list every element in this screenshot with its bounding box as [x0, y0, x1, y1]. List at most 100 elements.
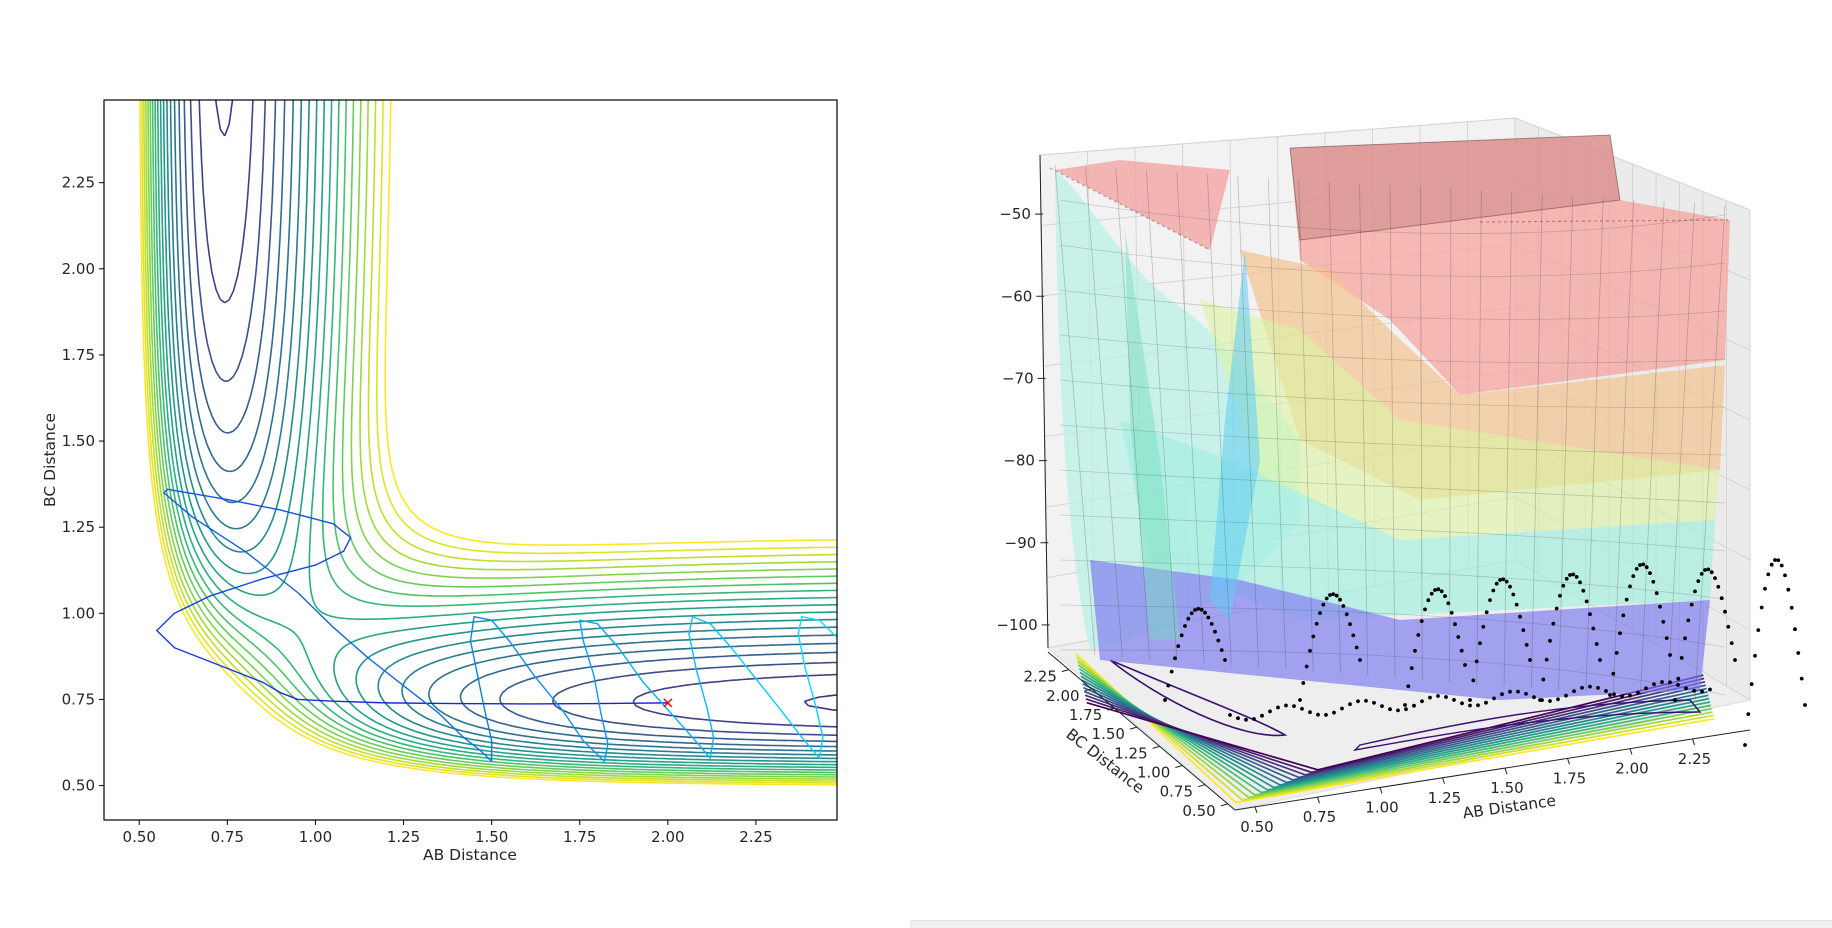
- trajectory-point: [1450, 611, 1454, 615]
- trajectory-point: [1776, 558, 1780, 562]
- trajectory-point: [1300, 707, 1304, 711]
- trajectory-point: [1508, 585, 1512, 589]
- y-tick-label: 2.00: [62, 260, 95, 278]
- trajectory-point: [1305, 665, 1309, 669]
- trajectory-point: [1335, 594, 1339, 598]
- trajectory-point: [1276, 706, 1280, 710]
- trajectory-point: [1604, 689, 1608, 693]
- trajectory-point: [1468, 698, 1472, 702]
- trajectory-point: [1800, 677, 1804, 681]
- trajectory-point: [1524, 692, 1528, 696]
- trajectory-point: [1173, 656, 1177, 660]
- y3d-tick-label: 1.50: [1092, 725, 1125, 743]
- trajectory-point: [1331, 592, 1335, 596]
- trajectory-point: [1252, 717, 1256, 721]
- trajectory-point: [1228, 713, 1232, 717]
- trajectory-point: [1210, 622, 1214, 626]
- trajectory-point: [1456, 635, 1460, 639]
- trajectory-point: [1680, 656, 1684, 660]
- trajectory-point: [1348, 622, 1352, 626]
- trajectory-point: [1460, 649, 1464, 653]
- trajectory-point: [1580, 686, 1584, 690]
- trajectory-point: [1315, 622, 1319, 626]
- trajectory-point: [1551, 622, 1555, 626]
- trajectory-point: [1733, 658, 1737, 662]
- trajectory-point: [1636, 691, 1640, 695]
- trajectory-point: [1498, 578, 1502, 582]
- trajectory-point: [1763, 587, 1767, 591]
- trajectory-point: [1655, 591, 1659, 595]
- trajectory-point: [1413, 649, 1417, 653]
- trajectory-point: [1325, 597, 1329, 601]
- x3d-tick-label: 0.50: [1240, 818, 1273, 836]
- trajectory-point: [1388, 707, 1392, 711]
- trajectory-point: [1186, 617, 1190, 621]
- trajectory-point: [1618, 631, 1622, 635]
- y-tick-label: 1.75: [62, 346, 95, 364]
- x-tick-label: 1.75: [563, 828, 596, 846]
- trajectory-point: [1568, 573, 1572, 577]
- trajectory-point: [1545, 658, 1549, 662]
- trajectory-point: [1541, 678, 1545, 682]
- trajectory-point: [1648, 571, 1652, 575]
- trajectory-point: [1481, 625, 1485, 629]
- trajectory-point: [1521, 628, 1525, 632]
- x3d-tick-label: 1.00: [1365, 798, 1398, 816]
- y3d-tick-label: 2.25: [1023, 668, 1056, 686]
- trajectory-point: [1511, 593, 1515, 597]
- trajectory-point: [1621, 614, 1625, 618]
- trajectory-point: [1475, 660, 1479, 664]
- x-tick-label: 1.50: [475, 828, 508, 846]
- trajectory-point: [1471, 679, 1475, 683]
- trajectory-point: [1406, 684, 1410, 688]
- x-tick-label: 1.25: [387, 828, 420, 846]
- trajectory-point: [1625, 598, 1629, 602]
- trajectory-point: [1213, 630, 1217, 634]
- trajectory-point: [1364, 699, 1368, 703]
- trajectory-point: [1750, 682, 1754, 686]
- trajectory-point: [1793, 627, 1797, 631]
- trajectory-point: [1193, 608, 1197, 612]
- trajectory-point: [1575, 575, 1579, 579]
- trajectory-point: [1308, 649, 1312, 653]
- trajectory-point: [1308, 710, 1312, 714]
- trajectory-point: [1588, 685, 1592, 689]
- trajectory-point: [1298, 698, 1302, 702]
- trajectory-point: [1348, 702, 1352, 706]
- trajectory-point: [1693, 590, 1697, 594]
- trajectory-point: [1501, 577, 1505, 581]
- trajectory-point: [1345, 612, 1349, 616]
- x3d-tick-mark: [1630, 749, 1632, 755]
- trajectory-point: [1420, 619, 1424, 623]
- trajectory-point: [1426, 598, 1430, 602]
- trajectory-point: [1200, 608, 1204, 612]
- trajectory-point: [1581, 589, 1585, 593]
- x3d-tick-label: 1.25: [1428, 789, 1461, 807]
- x-tick-label: 2.00: [651, 828, 684, 846]
- trajectory-point: [1700, 690, 1704, 694]
- x3d-tick-mark: [1318, 797, 1320, 803]
- trajectory-point: [1311, 635, 1315, 639]
- trajectory-point: [1756, 628, 1760, 632]
- trajectory-point: [1703, 568, 1707, 572]
- trajectory-point: [1578, 581, 1582, 585]
- trajectory-point: [1396, 709, 1400, 713]
- trajectory-point: [1608, 693, 1612, 697]
- x3d-tick-mark: [1443, 778, 1445, 784]
- trajectory-point: [1203, 611, 1207, 615]
- trajectory-point: [1301, 681, 1305, 685]
- trajectory-point: [1321, 603, 1325, 607]
- trajectory-segment: [597, 703, 667, 704]
- y3d-tick-mark: [1221, 804, 1228, 806]
- trajectory-point: [1676, 683, 1680, 687]
- trajectory-point: [1190, 611, 1194, 615]
- trajectory-point: [1433, 588, 1437, 592]
- trajectory-point: [1548, 699, 1552, 703]
- trajectory-point: [1380, 704, 1384, 708]
- trajectory-point: [1505, 580, 1509, 584]
- trajectory-point: [1532, 695, 1536, 699]
- trajectory-point: [1556, 697, 1560, 701]
- trajectory-point: [1355, 646, 1359, 650]
- trajectory-point: [1561, 584, 1565, 588]
